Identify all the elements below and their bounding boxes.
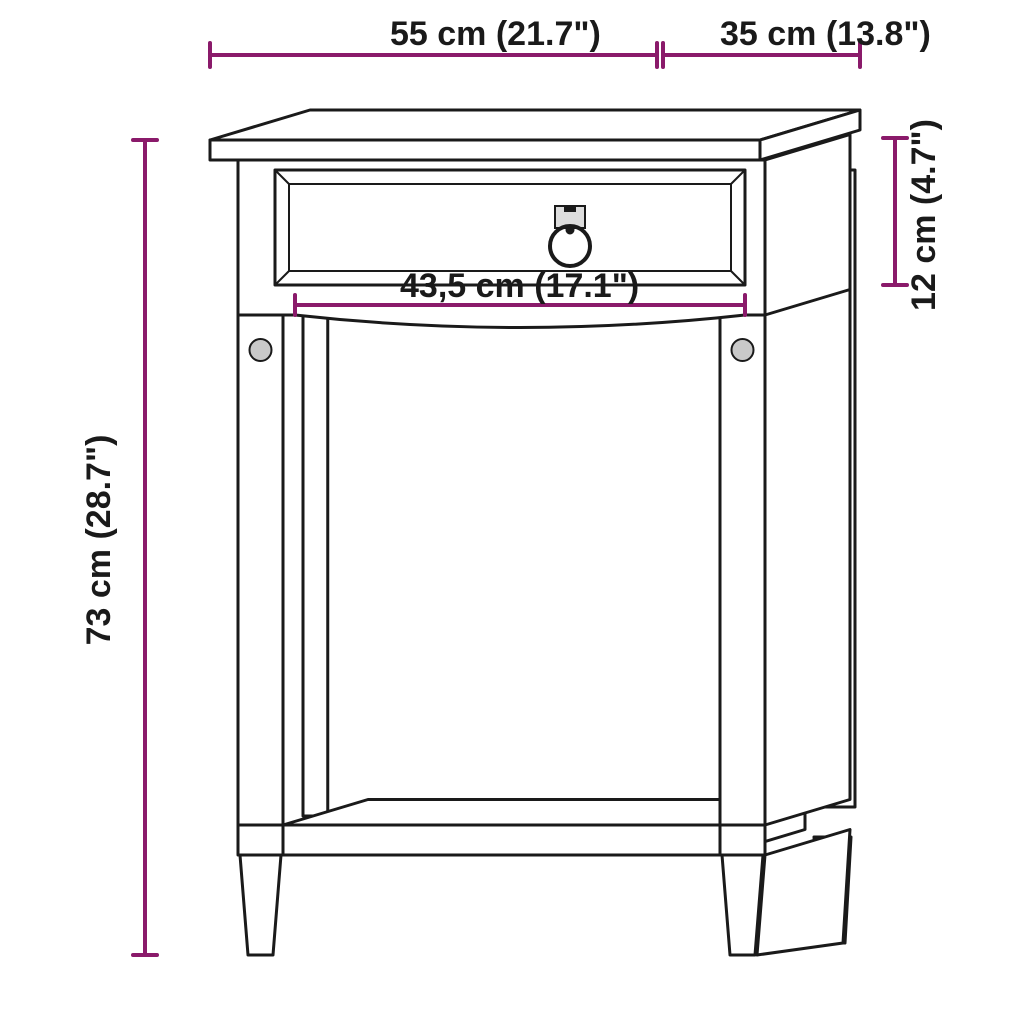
leg-front-right-side-lower	[757, 830, 850, 956]
dim-label-drawer-h: 12 cm (4.7")	[905, 119, 943, 311]
handle-pin	[566, 226, 574, 234]
dim-label-width: 55 cm (21.7")	[390, 15, 601, 53]
handle-notch	[564, 206, 576, 212]
dimension-diagram: 55 cm (21.7") 35 cm (13.8") 73 cm (28.7") 1…	[0, 0, 1024, 1024]
top-surface	[210, 110, 860, 140]
leg-front-left-foot	[240, 855, 281, 955]
shelf-front	[283, 825, 720, 855]
stud-left	[250, 339, 272, 361]
dim-label-height: 73 cm (28.7")	[80, 435, 118, 646]
drawer-inner	[289, 184, 731, 271]
stud-right	[732, 339, 754, 361]
leg-front-right-mid	[720, 825, 765, 855]
top-front-edge	[210, 140, 760, 160]
apron-side	[765, 135, 850, 316]
leg-front-left-mid	[238, 825, 283, 855]
dim-label-inner-w: 43,5 cm (17.1")	[400, 267, 639, 305]
dim-label-depth: 35 cm (13.8")	[720, 15, 931, 53]
